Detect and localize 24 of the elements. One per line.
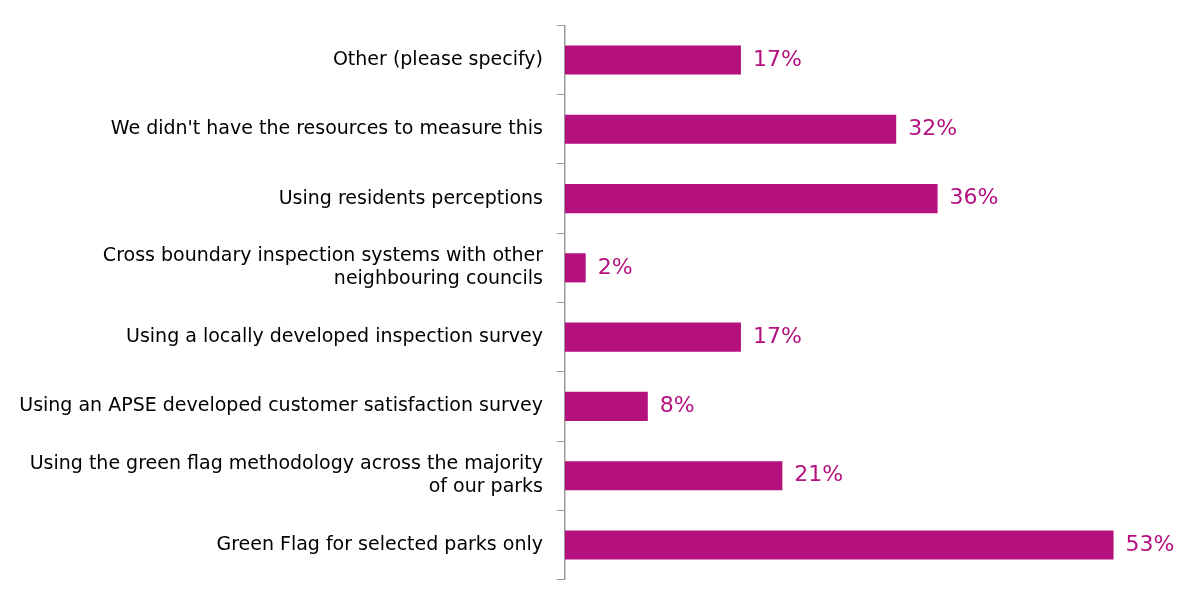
data-label: 8% xyxy=(659,392,695,418)
data-label: 32% xyxy=(908,115,958,141)
data-label: 36% xyxy=(949,184,999,210)
y-tick-label: We didn't have the resources to measure this xyxy=(110,116,543,139)
data-label: 21% xyxy=(794,461,844,487)
data-label: 2% xyxy=(597,253,633,279)
bar xyxy=(565,530,1114,560)
y-tick-label: Other (please specify) xyxy=(332,46,543,69)
y-tick-label: Using a locally developed inspection survey xyxy=(126,324,543,347)
y-tick-label: Using residents perceptions xyxy=(278,185,543,208)
bar xyxy=(565,391,648,421)
data-label: 17% xyxy=(752,45,802,71)
y-tick-label: Green Flag for selected parks only xyxy=(216,531,543,554)
y-tick-label: Cross boundary inspection systems with other neighbouring councils xyxy=(102,243,544,289)
bar xyxy=(565,45,741,75)
y-tick-label: Using the green flag methodology across the majority of our parks xyxy=(29,451,543,497)
bar xyxy=(565,114,897,144)
bar xyxy=(565,322,741,352)
y-tick-label: Using an APSE developed customer satisfaction survey xyxy=(19,393,543,416)
bar xyxy=(565,184,938,214)
data-label: 17% xyxy=(752,322,802,348)
bar xyxy=(565,253,586,283)
data-label: 53% xyxy=(1125,530,1175,556)
bar xyxy=(565,461,783,491)
